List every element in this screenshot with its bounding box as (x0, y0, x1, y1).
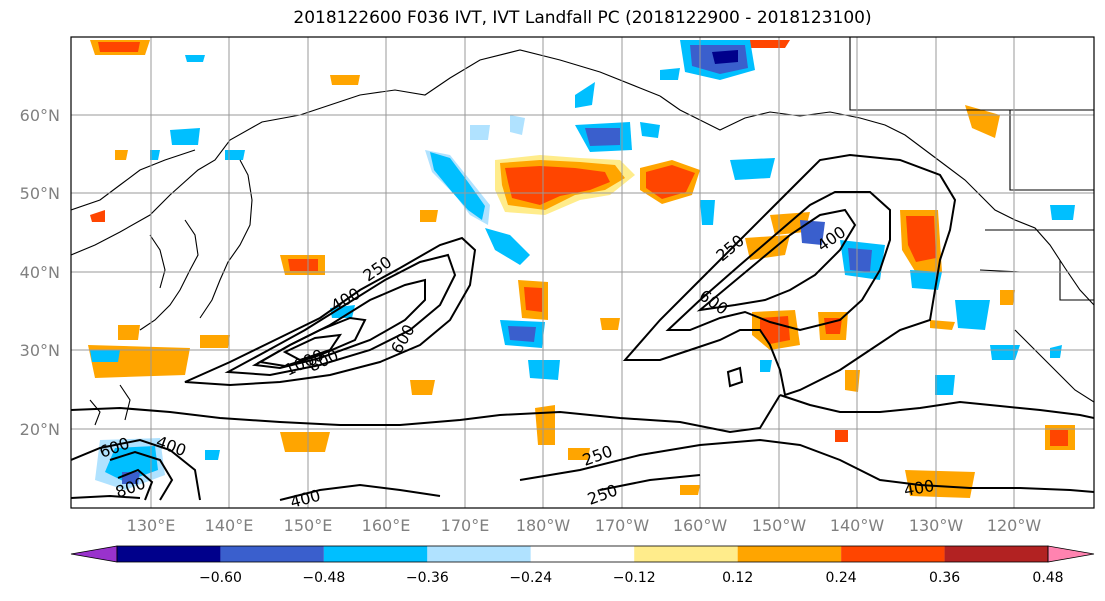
lon-label: 170°E (441, 516, 490, 535)
lon-label: 140°W (830, 516, 885, 535)
lon-label: 160°E (362, 516, 411, 535)
lon-label: 120°W (987, 516, 1042, 535)
lat-label: 30°N (20, 341, 60, 360)
contour-label: 400 (288, 486, 322, 512)
gridlines (71, 37, 1094, 508)
lon-label: 150°E (284, 516, 333, 535)
colorbar-swatch (841, 546, 945, 562)
map-area: 250 400 600 800 1000 250 400 600 400 250… (71, 37, 1094, 512)
colorbar-tick-label: 0.36 (929, 570, 960, 586)
colorbar-tick-label: 0.12 (722, 570, 753, 586)
colorbar-tick-label: −0.36 (406, 570, 449, 586)
colorbar-swatch (323, 546, 428, 562)
figure-title: 2018122600 F036 IVT, IVT Landfall PC (20… (293, 8, 872, 28)
colorbar-extend-high (1047, 545, 1095, 563)
colorbar-swatch (220, 546, 324, 562)
colorbar-tick-label: −0.60 (199, 570, 242, 586)
lat-label: 50°N (20, 184, 60, 203)
positive-pc-shading (88, 40, 1075, 498)
negative-pc-shading (90, 40, 1075, 490)
lat-label: 60°N (20, 106, 60, 125)
lon-label: 130°W (909, 516, 964, 535)
lat-label: 20°N (20, 420, 60, 439)
longitude-labels: 130°E 140°E 150°E 160°E 170°E 180°W 170°… (127, 516, 1042, 535)
latitude-labels: 60°N 50°N 40°N 30°N 20°N (20, 106, 60, 439)
colorbar-tick-label: 0.24 (826, 570, 857, 586)
colorbar-swatch (427, 546, 531, 562)
map-frame (70, 36, 1095, 509)
colorbar-swatch (530, 546, 635, 562)
lon-label: 180°W (516, 516, 571, 535)
lon-label: 170°W (595, 516, 650, 535)
colorbar-swatch (737, 546, 842, 562)
colorbar: −0.60 −0.48 −0.36 −0.24 −0.12 0.12 0.24 0.36 0.4… (70, 545, 1095, 586)
colorbar-swatch (944, 546, 1048, 562)
ivt-contours (71, 153, 1094, 501)
colorbar-tick-label: −0.12 (613, 570, 656, 586)
colorbar-outline (116, 545, 1049, 563)
colorbar-tick-label: 0.48 (1032, 570, 1063, 586)
lon-label: 150°W (752, 516, 807, 535)
colorbar-extend-low (70, 545, 118, 563)
lon-label: 160°W (673, 516, 728, 535)
colorbar-swatch (634, 546, 738, 562)
lon-label: 140°E (205, 516, 254, 535)
colorbar-tick-label: −0.48 (302, 570, 345, 586)
lon-label: 130°E (127, 516, 176, 535)
colorbar-swatch (117, 546, 221, 562)
coastlines (71, 37, 1094, 426)
colorbar-tick-label: −0.24 (509, 570, 552, 586)
lat-label: 40°N (20, 263, 60, 282)
